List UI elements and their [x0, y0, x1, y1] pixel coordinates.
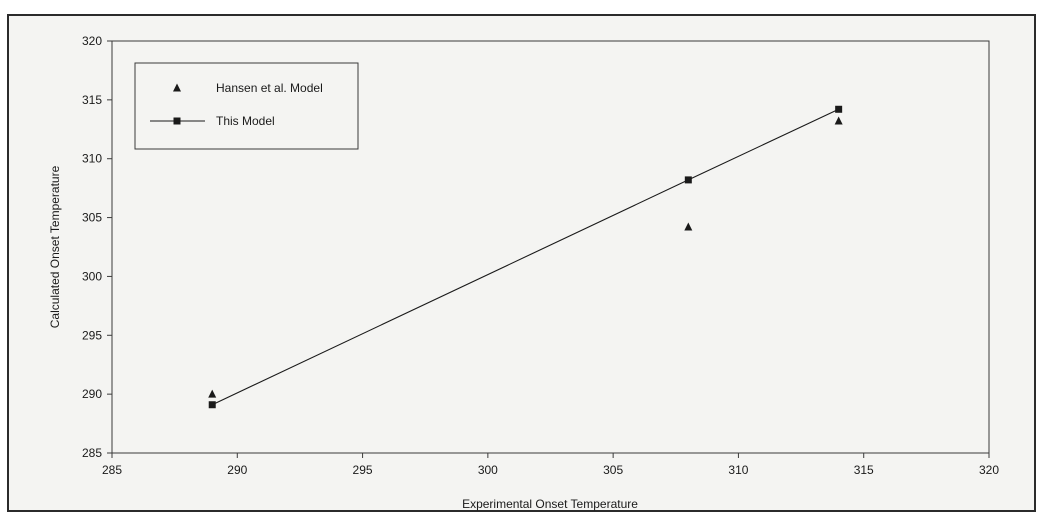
y-tick-label: 320: [82, 34, 102, 48]
data-point: [208, 389, 217, 398]
y-tick-label: 310: [82, 152, 102, 166]
data-point: [173, 83, 181, 92]
data-point: [684, 222, 693, 231]
x-axis: 285 290 295 300 305 310 315 320: [102, 453, 999, 477]
x-tick-label: 300: [478, 463, 498, 477]
y-tick-label: 315: [82, 93, 102, 107]
plot-border: [111, 40, 990, 454]
y-tick-label: 300: [82, 269, 102, 283]
series-layer: [208, 105, 843, 409]
legend-entries: Hansen et al. Model This Model: [150, 81, 323, 128]
legend-box: [134, 62, 359, 150]
legend: Hansen et al. Model This Model: [134, 62, 359, 150]
y-tick-label: 295: [82, 328, 102, 342]
data-point: [684, 176, 692, 184]
x-tick-label: 290: [227, 463, 247, 477]
series-line: [211, 108, 839, 406]
x-tick-label: 305: [603, 463, 623, 477]
data-point: [835, 105, 843, 113]
x-tick-label: 285: [102, 463, 122, 477]
x-tick-label: 320: [979, 463, 999, 477]
y-axis-title: Calculated Onset Temperature: [48, 165, 62, 328]
y-tick-label: 305: [82, 211, 102, 225]
data-point: [173, 117, 181, 125]
legend-label: Hansen et al. Model: [216, 81, 323, 95]
y-tick-label: 285: [82, 446, 102, 460]
data-point: [834, 116, 843, 125]
legend-label: This Model: [216, 114, 275, 128]
y-axis: 285 290 295 300 305 310 315 320: [82, 34, 112, 460]
x-axis-title: Experimental Onset Temperature: [462, 497, 638, 511]
x-tick-label: 315: [854, 463, 874, 477]
y-tick-label: 290: [82, 387, 102, 401]
chart-frame: [7, 14, 1036, 512]
x-tick-label: 310: [728, 463, 748, 477]
plot-area: 285 290 295 300 305 310 315 320 285 290 295 300 305…: [82, 34, 999, 477]
data-point: [208, 401, 216, 409]
x-tick-label: 295: [353, 463, 373, 477]
